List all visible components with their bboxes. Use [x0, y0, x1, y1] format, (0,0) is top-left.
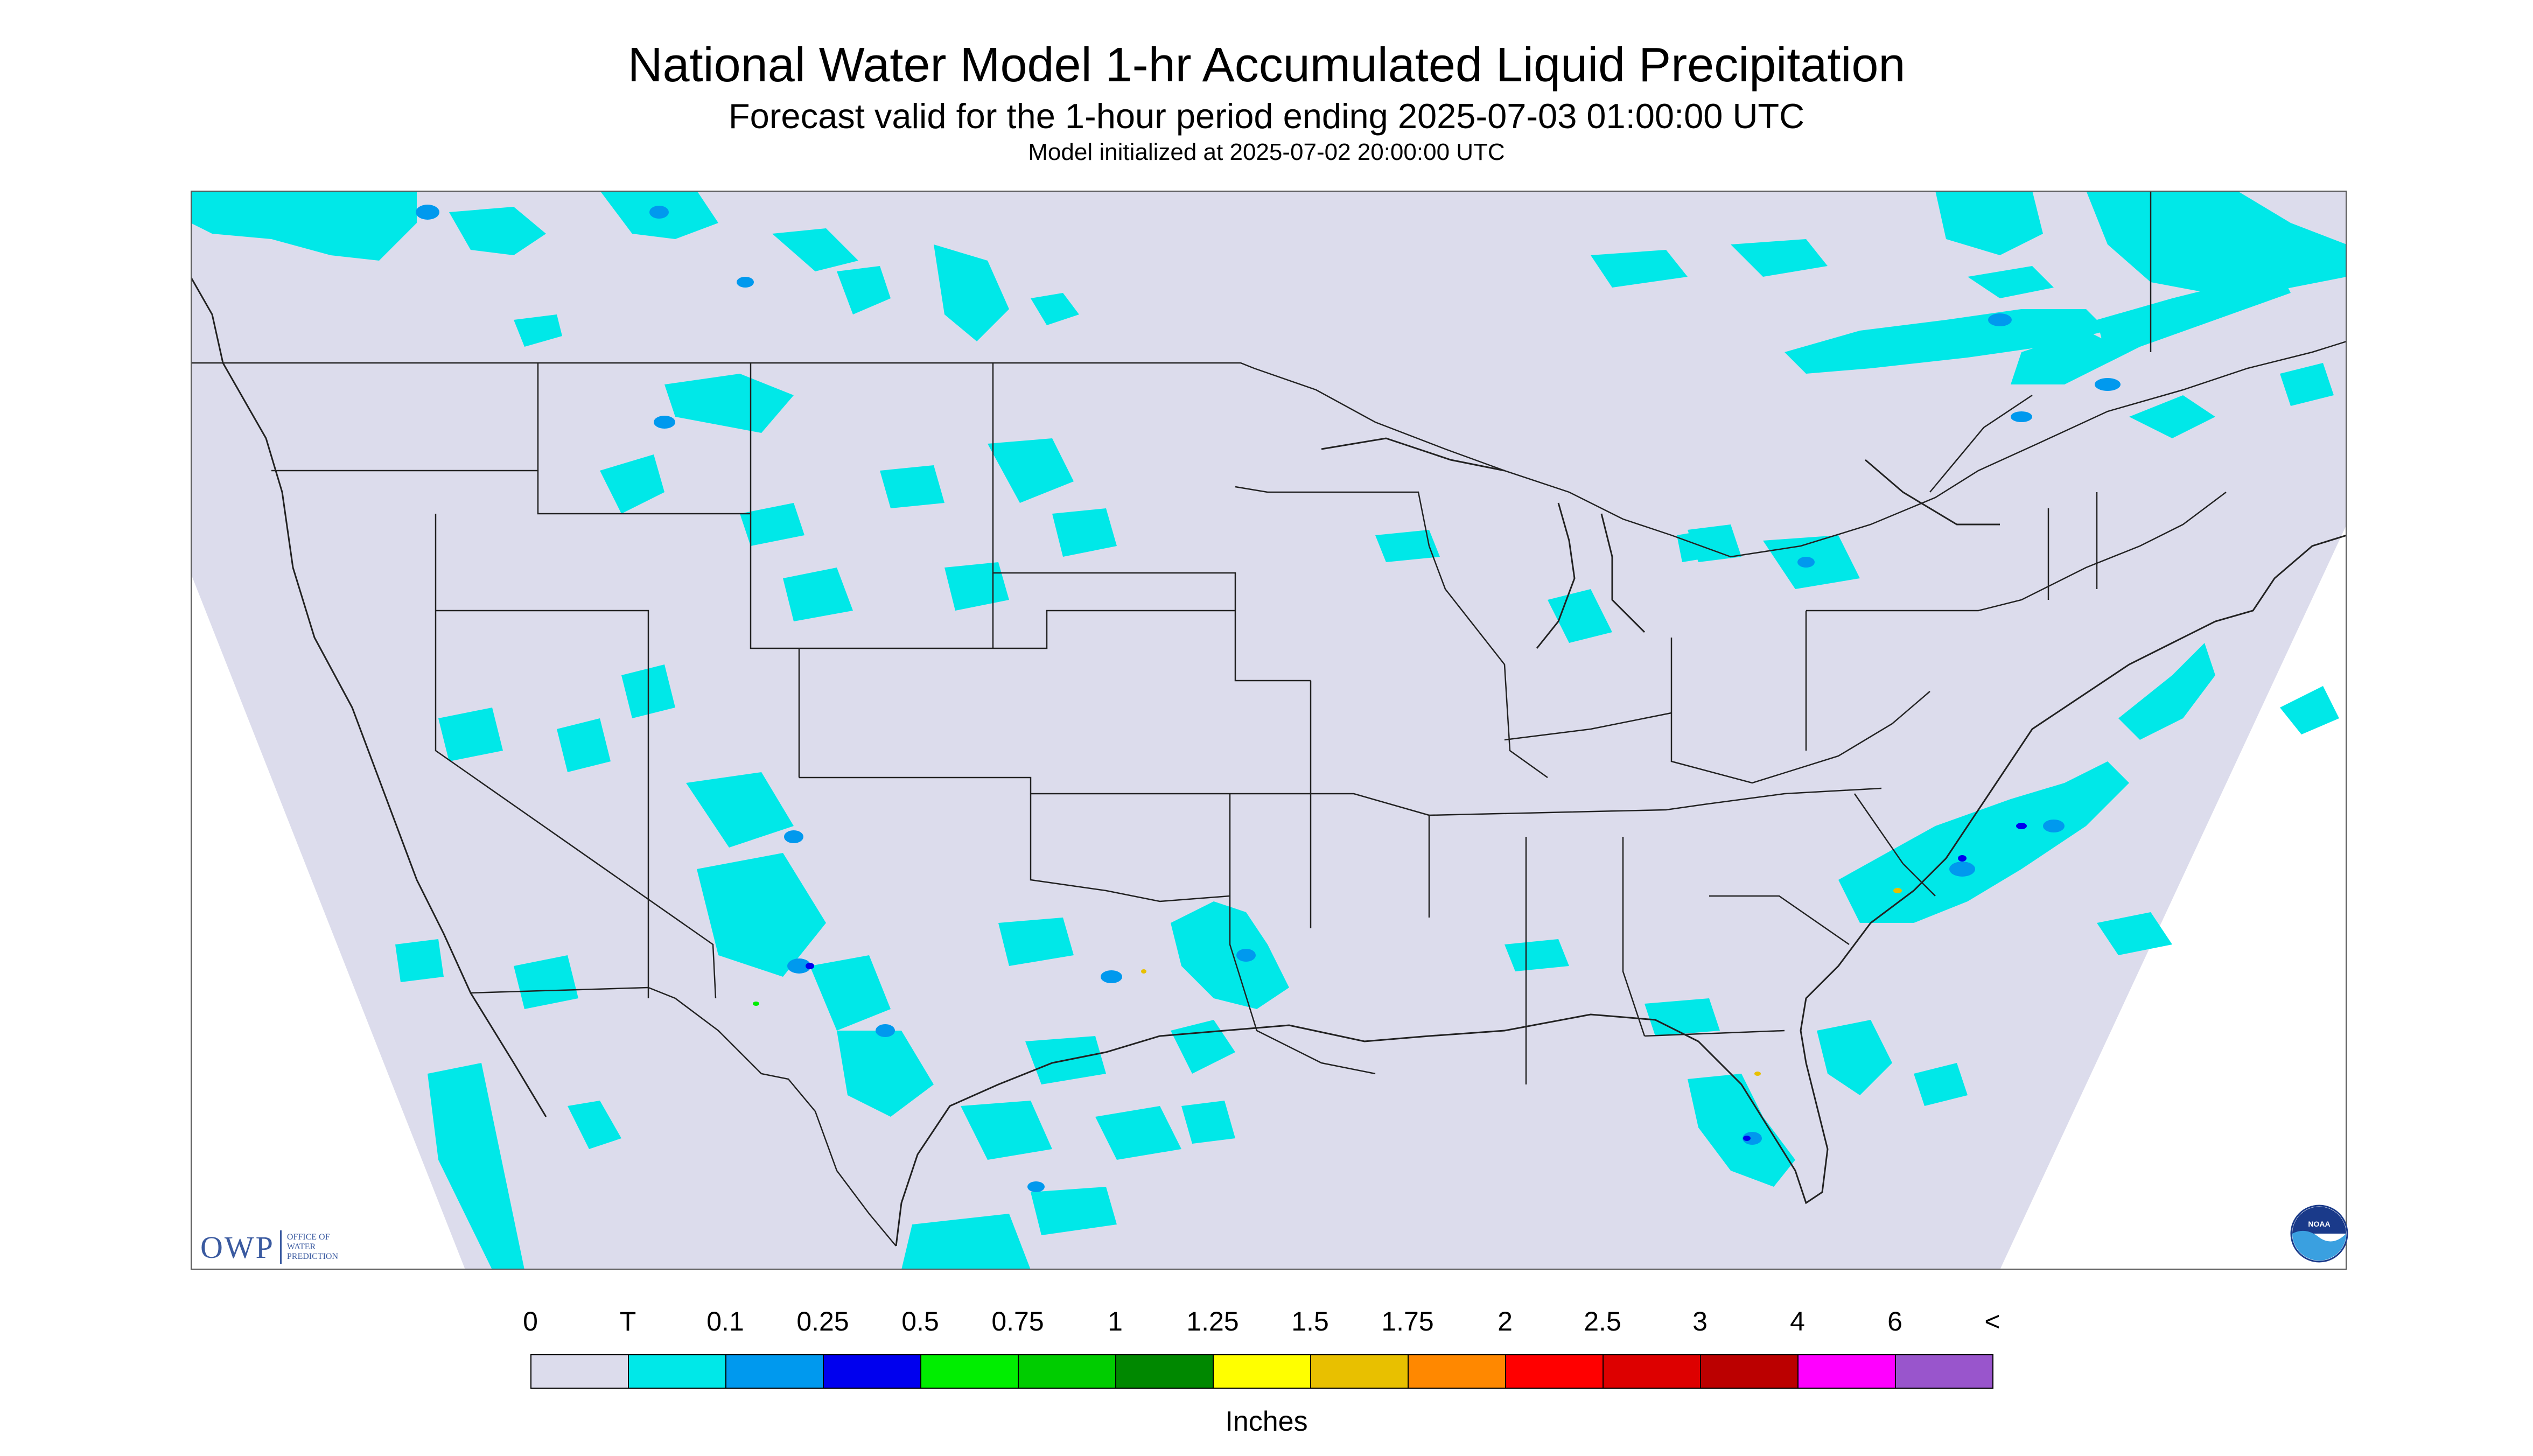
legend-tick-label: 0.5: [901, 1306, 939, 1336]
precip-light-cells: [416, 205, 2121, 1192]
legend-tick-label: 0: [523, 1306, 538, 1336]
map-title: National Water Model 1-hr Accumulated Li…: [627, 38, 1906, 92]
owp-logo: OWP OFFICE OF WATER PREDICTION: [200, 1229, 338, 1265]
legend-ticks: 0 T 0.1 0.25 0.5 0.75 1 1.25 1.5 1.75 2 2.5 3 4 6 <: [523, 1306, 2022, 1338]
model-init-text: Model initialized at 2025-07-02 20:00:00…: [1028, 139, 1505, 165]
legend-tick-label: <: [1984, 1306, 2000, 1336]
legend-tick-label: 1.5: [1291, 1306, 1329, 1336]
precipitation-map: [191, 191, 2347, 1270]
legend-swatch: [1310, 1354, 1409, 1389]
legend-tick-label: 2: [1498, 1306, 1513, 1336]
legend-tick-label: 2.5: [1584, 1306, 1621, 1336]
map-subtitle: Forecast valid for the 1-hour period end…: [728, 96, 1805, 136]
noaa-logo-text: NOAA: [2308, 1220, 2330, 1228]
legend-tick-label: 0.1: [706, 1306, 744, 1336]
owp-logo-mark: OWP: [200, 1229, 275, 1265]
legend-swatch: [1797, 1354, 1896, 1389]
legend-tick-label: 6: [1887, 1306, 1902, 1336]
owp-logo-divider: [279, 1230, 282, 1264]
international-border: [470, 986, 897, 1247]
legend-swatch: [1700, 1354, 1799, 1389]
political-boundaries: [191, 191, 2347, 1084]
legend-tick-label: 4: [1790, 1306, 1805, 1336]
legend-tick-label: 0.25: [796, 1306, 849, 1336]
legend-swatch: [725, 1354, 824, 1389]
legend-swatch: [1408, 1354, 1506, 1389]
legend-tick-label: T: [619, 1306, 636, 1336]
legend-tick-label: 3: [1692, 1306, 1708, 1336]
legend-tick-label: 1.25: [1186, 1306, 1239, 1336]
noaa-logo: NOAA: [2290, 1205, 2348, 1263]
legend-swatch: [1018, 1354, 1116, 1389]
precip-trace-areas: [191, 191, 2347, 1270]
legend-swatch: [920, 1354, 1019, 1389]
coastlines: [191, 276, 2347, 1247]
legend-tick-label: 1.75: [1381, 1306, 1434, 1336]
legend-swatch: [1895, 1354, 1993, 1389]
legend-swatch: [1505, 1354, 1604, 1389]
legend-swatch: [530, 1354, 629, 1389]
precip-heavy-cells: [753, 823, 2027, 1141]
legend-swatch: [1603, 1354, 1701, 1389]
legend-tick-label: 1: [1108, 1306, 1123, 1336]
legend-tick-label: 0.75: [991, 1306, 1044, 1336]
map-domain: [191, 191, 2347, 1270]
legend-swatch: [1213, 1354, 1311, 1389]
legend-swatch: [628, 1354, 726, 1389]
legend-swatch: [1115, 1354, 1214, 1389]
legend-units: Inches: [1225, 1406, 1308, 1437]
owp-logo-text: OFFICE OF WATER PREDICTION: [286, 1233, 338, 1261]
legend-swatch: [823, 1354, 921, 1389]
outside-domain-left: [191, 573, 465, 1270]
legend-bar: [530, 1354, 1993, 1389]
map-frame: [191, 191, 2347, 1270]
outside-domain-right: [2000, 524, 2347, 1270]
